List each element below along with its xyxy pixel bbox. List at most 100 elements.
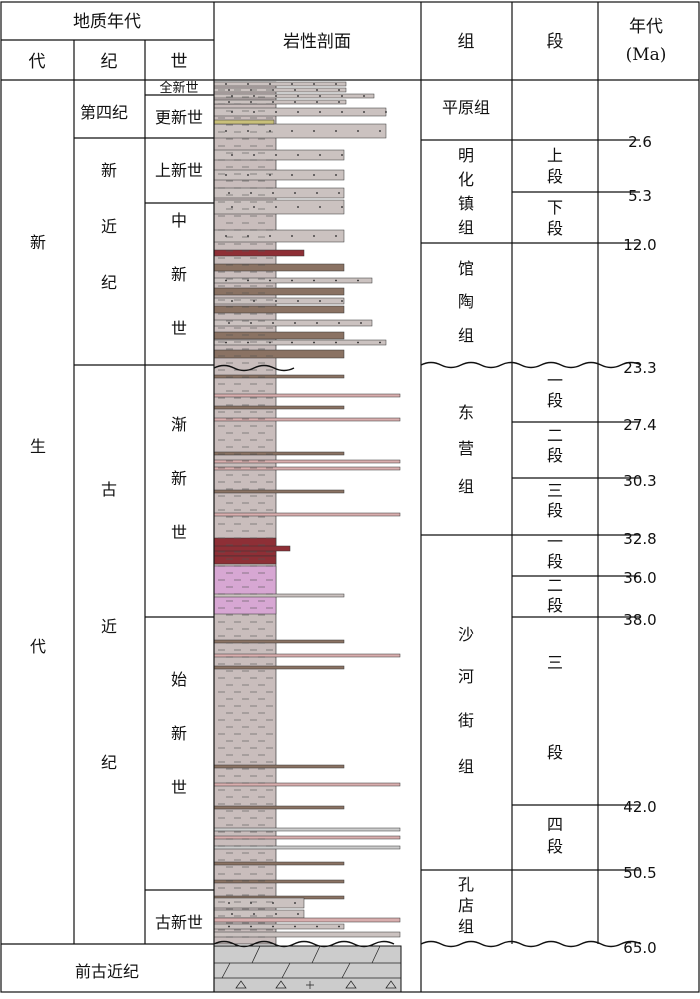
member-minghua-lower-char-2: 段 [547,219,563,238]
lithology-dot [231,154,233,156]
member-dongying-1-char-2: 段 [547,391,563,410]
lithology-dot [338,322,340,324]
lithology-dot [335,279,337,282]
lithology-bed [213,861,345,866]
member-dongying-2-char-1: 二 [547,426,563,445]
lithology-dot [316,925,318,928]
lithology-dot [231,111,233,113]
lithology-dot [228,89,230,91]
lithology-bed [213,805,345,810]
formation-shahejie-char-4: 组 [458,757,474,776]
unconformity-lines [213,361,642,948]
lithology-bed [213,374,345,379]
lithology-bed [213,99,347,105]
lithology-dot [247,235,249,237]
lithology-dot [225,279,227,282]
lithology-dot [313,341,315,344]
lithology-column-header: 岩性剖面 [283,32,351,52]
lithology-dot [272,902,274,904]
lithology-dot [313,130,315,132]
lithology-bed [213,764,345,769]
lithology-dot [225,83,227,85]
epoch-paleocene: 古新世 [155,913,203,932]
lithology-bed [213,665,345,670]
lithology-bed [213,931,401,938]
lithology-bed [213,653,401,658]
lithology-dot [225,174,227,176]
lithology-bed [213,466,401,471]
epoch-oligocene-char-3: 世 [171,523,187,542]
period-neogene-char-1: 新 [101,161,117,180]
lithology-dot [297,111,299,113]
lithology-dot [316,322,318,324]
lithology-dot [275,111,277,113]
member-minghua-upper-char-1: 上 [547,146,563,165]
lithology-dot [269,279,271,282]
lithology-bed [213,835,401,840]
lithology-dot [253,206,255,208]
lithology-dot [247,83,249,85]
lithology-bed [213,297,345,305]
lithology-dot [319,111,321,113]
age-label-65-0: 65.0 [623,939,656,957]
lithology-dot [228,902,230,904]
lithology-bed [213,107,387,117]
period-paleogene-char-2: 近 [101,617,117,636]
lithology-bed [213,827,401,832]
lithology-bed [213,263,345,272]
lithology-bed [213,845,401,850]
member-minghua-lower-char-1: 下 [547,198,563,217]
lithology-dot [250,322,252,324]
lithology-dot [360,322,362,324]
lithology-bed [213,339,387,346]
lithology-dot [316,101,318,103]
epoch-pliocene: 上新世 [155,161,203,180]
lithology-dot [319,300,321,302]
formation-kongdian-char-3: 组 [458,917,474,936]
lithology-bed [213,149,345,161]
epoch-oligocene-char-1: 渐 [171,415,187,434]
lithology-dot [338,925,340,928]
lithology-dot [335,174,337,176]
lithology-bed [213,639,345,644]
lithology-dot [250,101,252,103]
lithology-dot [338,101,340,103]
lithology-dot [247,341,249,344]
lithology-bed [213,119,275,125]
lithology-bed [213,489,345,494]
epoch-eocene-char-1: 始 [171,670,187,689]
lithology-dot [272,322,274,324]
lithology-dot [316,192,318,194]
member-dongying-3-char-2: 段 [547,501,563,520]
lithology-bed [213,93,375,99]
lithology-dot [363,95,365,97]
member-shahe-4-char-2: 段 [547,837,563,856]
age-label-23-3: 23.3 [623,359,656,377]
lithology-dot [231,300,233,302]
lithology-bed [213,277,373,284]
lithology-dot [291,83,293,85]
lithology-dot [253,300,255,302]
lithology-dot [253,95,255,97]
member-dongying-1-char-1: 一 [547,371,563,390]
lithology-bed [213,593,345,598]
lithology-dot [294,902,296,904]
lithology-dot [269,130,271,132]
member-shahe-1-char-2: 段 [547,552,563,571]
era-cenozoic-char-3: 代 [30,637,46,656]
age-column-header: 年代 [629,17,663,37]
lithology-dot [272,192,274,194]
formation-guantao-char-1: 馆 [458,259,474,278]
member-minghua-upper-char-2: 段 [547,167,563,186]
lithology-bed [213,123,387,139]
lithology-bed [213,81,347,87]
lithology-dot [338,89,340,91]
lithology-dot [228,322,230,324]
lithology-dot [297,206,299,208]
lithology-dot [297,154,299,156]
lithology-bed [213,287,345,296]
lithology-dot [341,154,343,156]
lithology-dot [297,913,299,915]
epoch-oligocene-char-2: 新 [171,469,187,488]
